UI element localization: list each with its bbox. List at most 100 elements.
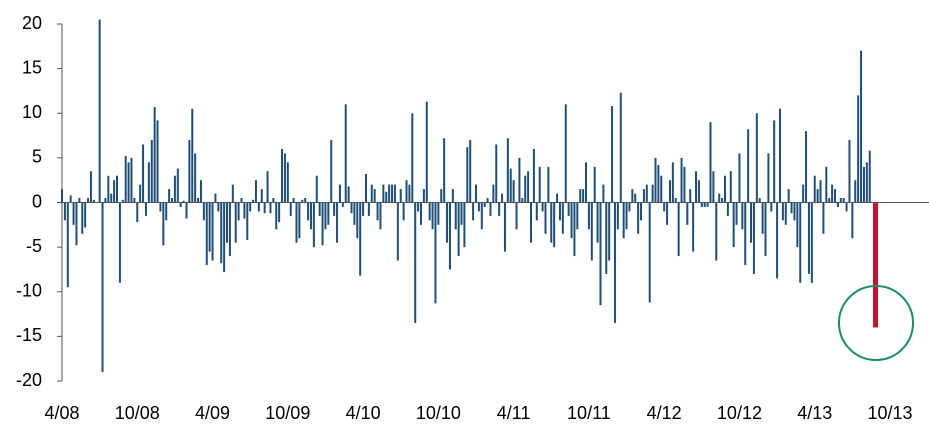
- bar: [700, 202, 703, 207]
- y-tick-label: -10: [16, 281, 42, 301]
- bar: [663, 202, 666, 212]
- bar: [848, 140, 851, 203]
- bar: [553, 202, 556, 248]
- bar: [692, 202, 695, 252]
- bar: [139, 184, 142, 203]
- bar: [628, 202, 631, 212]
- bar: [408, 184, 411, 203]
- bar: [660, 175, 663, 203]
- bar: [842, 198, 845, 203]
- bar: [278, 202, 281, 223]
- bar: [275, 202, 278, 230]
- bar: [336, 202, 339, 243]
- bar: [506, 138, 509, 203]
- x-tick-label: 10/09: [265, 403, 310, 423]
- bar: [550, 202, 553, 243]
- bar: [283, 153, 286, 203]
- bar: [240, 198, 243, 203]
- bar: [434, 202, 437, 304]
- bar: [269, 202, 272, 214]
- bar: [642, 189, 645, 203]
- bar: [448, 202, 451, 270]
- bar: [587, 202, 590, 230]
- bar: [298, 202, 301, 239]
- bar: [799, 202, 802, 283]
- y-tick-label: 15: [22, 57, 42, 77]
- bar: [605, 202, 608, 274]
- bar: [431, 202, 434, 230]
- bar: [556, 193, 559, 203]
- bar: [373, 189, 376, 203]
- bar: [116, 175, 119, 203]
- bar: [136, 202, 139, 223]
- bar: [469, 140, 472, 203]
- bar: [758, 198, 761, 203]
- bar: [220, 202, 223, 264]
- bar: [124, 156, 127, 203]
- bar: [243, 202, 246, 219]
- y-tick-label: 0: [32, 191, 42, 211]
- bar: [573, 202, 576, 257]
- bar: [564, 104, 567, 203]
- bar: [228, 202, 231, 257]
- bar: [865, 162, 868, 203]
- bar: [790, 202, 793, 214]
- bar: [104, 198, 107, 203]
- bar: [376, 202, 379, 221]
- bar: [535, 202, 538, 221]
- bar: [666, 202, 669, 225]
- bar: [732, 202, 735, 248]
- bar: [168, 189, 171, 203]
- x-tick-label: 4/09: [195, 403, 230, 423]
- bar: [475, 184, 477, 203]
- bar: [836, 202, 839, 207]
- bar: [171, 198, 174, 203]
- bar: [237, 202, 240, 221]
- bar: [697, 180, 700, 203]
- bar: [472, 202, 475, 221]
- bar: [327, 202, 330, 225]
- bar: [260, 189, 263, 203]
- bar: [113, 180, 116, 203]
- bar: [226, 202, 229, 243]
- bar: [257, 202, 260, 212]
- bar: [744, 202, 747, 265]
- bar: [428, 202, 431, 221]
- bar: [483, 202, 486, 207]
- bar: [602, 184, 605, 203]
- bar: [501, 193, 504, 203]
- bar: [773, 120, 776, 203]
- bar: [793, 202, 796, 221]
- bar: [405, 180, 408, 203]
- y-tick-label: -5: [26, 236, 42, 256]
- bar: [249, 202, 252, 212]
- bar: [110, 193, 113, 203]
- bar: [825, 166, 828, 203]
- bar: [61, 189, 63, 203]
- bar: [437, 202, 440, 225]
- bar: [385, 191, 388, 203]
- bar: [144, 202, 147, 216]
- bar: [802, 184, 805, 203]
- bar: [596, 202, 599, 243]
- bar: [301, 199, 304, 203]
- bar: [671, 162, 674, 203]
- bar: [165, 202, 168, 221]
- bar: [576, 202, 579, 230]
- bar: [217, 202, 220, 212]
- bar: [674, 198, 677, 203]
- bar: [92, 199, 95, 203]
- bar: [234, 202, 237, 243]
- bar: [307, 202, 310, 221]
- x-tick-label: 10/10: [416, 403, 461, 423]
- bar: [805, 131, 808, 203]
- bar: [118, 202, 121, 283]
- bar: [873, 202, 879, 328]
- bar: [246, 202, 249, 240]
- x-tick-label: 4/12: [647, 403, 682, 423]
- bar: [822, 202, 825, 234]
- bar: [231, 184, 234, 203]
- x-tick-label: 10/12: [717, 403, 762, 423]
- bar: [211, 202, 214, 261]
- bar: [752, 202, 755, 274]
